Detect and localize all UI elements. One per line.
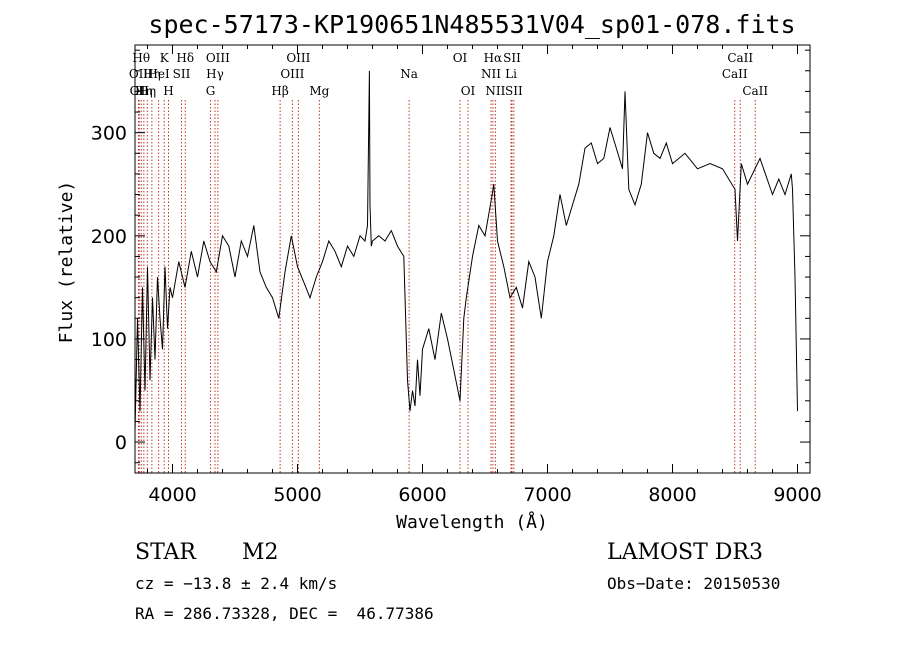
x-axis-label: Wavelength (Å)	[396, 511, 548, 533]
redshift-cz: cz = −13.8 ± 2.4 km/s	[135, 574, 338, 593]
spectral-line-label: Li	[505, 67, 517, 81]
x-tick-label: 4000	[148, 484, 196, 506]
spectral-line-label: NII	[481, 67, 501, 81]
spectral-line-label: G	[206, 84, 216, 98]
spectral-line-labels: OIIOIIHθHηHηHηHeIKHSIIHδGHγOIIIHβOIIIOII…	[129, 51, 769, 98]
y-tick-label: 100	[91, 329, 127, 351]
spectral-line-label: OIII	[286, 51, 310, 65]
spectral-line-label: H	[163, 84, 173, 98]
spectral-line-label: Hη	[143, 67, 161, 81]
object-subclass: M2	[242, 540, 279, 565]
spectral-line-label: Hη	[138, 84, 156, 98]
spectral-line-label: K	[160, 51, 170, 65]
spectral-line-label: Hδ	[176, 51, 194, 65]
object-class: STAR	[135, 540, 196, 565]
observation-date: Obs−Date: 20150530	[607, 574, 781, 593]
spectral-line-label: CaII	[742, 84, 768, 98]
coordinates: RA = 286.73328, DEC = 46.77386	[135, 604, 434, 623]
spectral-line-label: SII	[505, 84, 523, 98]
x-axis-ticks: 4000 5000 6000 7000 8000 9000	[147, 45, 822, 506]
y-tick-label: 300	[91, 123, 127, 145]
spectral-line-label: Hα	[484, 51, 503, 65]
y-tick-label: 0	[115, 432, 127, 454]
spectral-line-label: CaII	[727, 51, 753, 65]
x-tick-label: 9000	[773, 484, 821, 506]
spectral-line-label: HeI	[147, 67, 170, 81]
y-tick-label: 200	[91, 226, 127, 248]
spectral-line-label: SII	[503, 51, 521, 65]
spectral-line-label: OIII	[280, 67, 304, 81]
spectral-line-label: OI	[461, 84, 476, 98]
spectral-line-label: Hη	[135, 84, 153, 98]
spectral-line-label: NII	[485, 84, 505, 98]
spectral-line-label: OIII	[206, 51, 230, 65]
x-tick-label: 8000	[648, 484, 696, 506]
spectral-line-label: OI	[453, 51, 468, 65]
spectral-line-label: OII	[129, 67, 149, 81]
spectral-line-markers	[138, 100, 756, 473]
y-axis-label: Flux (relative)	[56, 181, 77, 344]
spectral-line-label: SII	[173, 67, 191, 81]
spectral-line-label: Hγ	[206, 67, 224, 81]
spectral-line-label: Hβ	[271, 84, 288, 98]
spectrum-line	[134, 70, 798, 432]
survey-name: LAMOST DR3	[607, 540, 763, 565]
y-axis-ticks: 0 100 200 300	[91, 49, 810, 464]
spectral-line-label: CaII	[722, 67, 748, 81]
x-tick-label: 6000	[398, 484, 446, 506]
spectral-line-label: Hθ	[132, 51, 150, 65]
spectral-line-label: Na	[400, 67, 418, 81]
chart-title: spec-57173-KP190651N485531V04_sp01-078.f…	[148, 10, 795, 39]
x-tick-label: 5000	[273, 484, 321, 506]
spectral-line-label: Mg	[309, 84, 329, 98]
x-tick-label: 7000	[523, 484, 571, 506]
